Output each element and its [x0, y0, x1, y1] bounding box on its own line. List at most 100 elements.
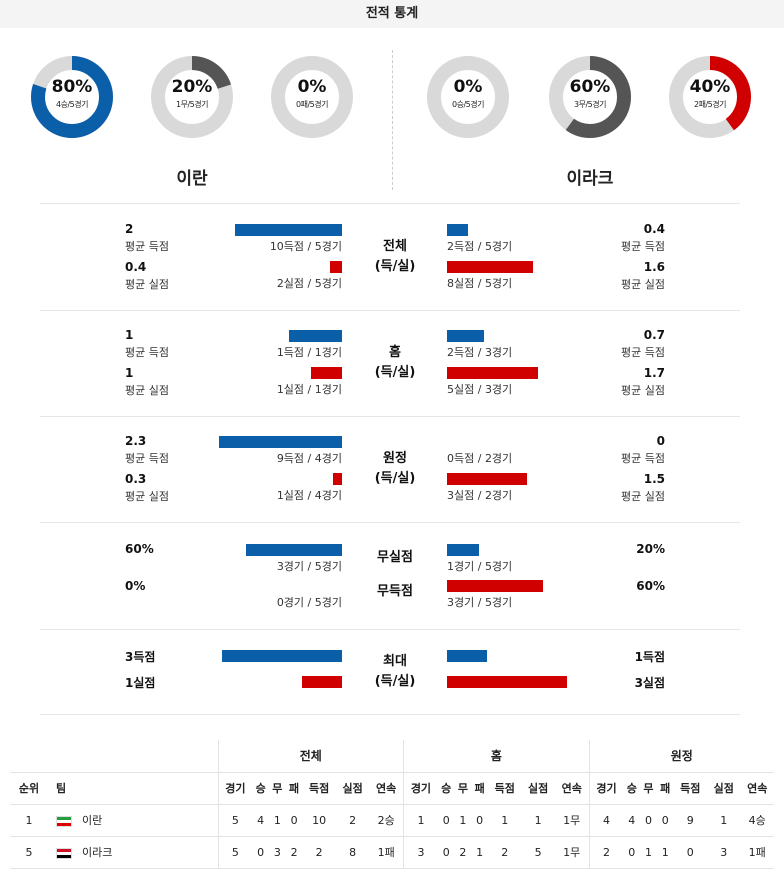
away-avg-goals: 0 — [656, 434, 665, 448]
away-no-goal-bar — [447, 580, 543, 592]
away-max-goals: 1득점 — [634, 650, 665, 664]
donut-percent: 20% — [171, 77, 213, 97]
stat-cell: 4 — [252, 804, 269, 837]
away-avg-conceded: 1.7 — [643, 366, 665, 380]
stat-cell: 9 — [673, 804, 707, 837]
home-conceded-bar — [310, 367, 342, 379]
iran-flag-icon — [56, 815, 72, 827]
home-max-goals: 3득점 — [125, 650, 156, 664]
column-header: 연속 — [740, 772, 774, 805]
table-row: 5 이라크 5 0 3 2 2 8 1패 3 0 2 1 2 5 1무 2 0 1 1 0 3 1패 — [10, 836, 774, 869]
section-divider — [40, 522, 740, 523]
section-divider — [40, 310, 740, 311]
donut-arc — [151, 56, 233, 138]
donut-track — [427, 56, 509, 138]
column-header: 실점 — [521, 772, 555, 805]
iraq-flag-icon — [56, 847, 72, 859]
donut-track — [271, 56, 353, 138]
group-header-away: 원정 — [588, 740, 774, 773]
max-sublabel: (득/실) — [374, 674, 416, 689]
stat-cell: 1 — [521, 804, 555, 837]
stat-cell: 1패 — [740, 836, 774, 869]
column-header: 승 — [623, 772, 641, 805]
team-link-iran[interactable]: 이란 — [48, 804, 218, 837]
clean-sheet-label: 무실점 — [377, 550, 413, 565]
away-avg-conceded: 1.6 — [643, 260, 665, 274]
team-link-iraq[interactable]: 이라크 — [48, 836, 218, 869]
away-goals-caption: 2득점 / 3경기 — [447, 346, 513, 359]
donut-percent: 0% — [297, 77, 327, 97]
away-max-conceded-bar — [447, 676, 567, 688]
home-goals-caption: 9득점 / 4경기 — [276, 452, 342, 465]
away-conceded-caption: 5실점 / 3경기 — [447, 383, 513, 396]
away-goals-caption: 2득점 / 5경기 — [447, 240, 513, 253]
column-header: 패 — [471, 772, 488, 805]
away-no-goal-caption: 3경기 / 5경기 — [447, 596, 513, 609]
donut-ring — [427, 56, 509, 138]
away-goals-caption: 0득점 / 2경기 — [447, 452, 513, 465]
home-avg-goals-label: 평균 득점 — [125, 346, 169, 359]
away-goals-bar — [447, 224, 469, 236]
home-goals-bar — [235, 224, 342, 236]
away-max-goals-bar — [447, 650, 487, 662]
home-goals-bar — [288, 330, 342, 342]
rank-header: 순위 — [10, 772, 48, 805]
home-goals-caption: 10득점 / 5경기 — [269, 240, 342, 253]
away-conceded-bar — [447, 367, 538, 379]
stat-cell: 2 — [487, 836, 522, 869]
donut-ring — [151, 56, 233, 138]
away-team-name: 이라크 — [566, 169, 614, 189]
team-cell-label: 이란 — [82, 814, 103, 827]
away-avg-conceded-label: 평균 실점 — [621, 384, 665, 397]
section-label: 전체 — [383, 239, 407, 254]
home-conceded-bar — [329, 261, 342, 273]
away-clean-sheet-pct: 20% — [636, 542, 665, 556]
stat-cell: 5 — [217, 836, 253, 869]
home-no-goal-pct: 0% — [125, 579, 146, 593]
stat-cell: 4 — [588, 804, 624, 837]
home-goals-bar — [219, 436, 342, 448]
section-sublabel: (득/실) — [374, 365, 416, 380]
column-header: 연속 — [554, 772, 590, 805]
divider — [392, 50, 393, 190]
stat-cell: 1 — [403, 804, 438, 837]
home-clean-bar — [246, 544, 342, 556]
section-sublabel: (득/실) — [374, 471, 416, 486]
column-header: 승 — [252, 772, 269, 805]
donut-percent: 60% — [569, 77, 611, 97]
stat-cell: 1 — [640, 836, 657, 869]
away-goals-bar — [447, 330, 485, 342]
donut-arc — [31, 56, 113, 138]
column-header: 연속 — [369, 772, 404, 805]
section-label: 홈 — [389, 345, 401, 360]
home-no-goal-caption: 0경기 / 5경기 — [276, 596, 342, 609]
away-avg-goals: 0.7 — [643, 328, 665, 342]
home-avg-conceded: 1 — [125, 366, 134, 380]
stat-cell: 2 — [285, 836, 303, 869]
stat-cell: 4승 — [740, 804, 774, 837]
stat-cell: 1 — [487, 804, 522, 837]
donut-caption: 4승/5경기 — [56, 100, 88, 109]
column-header: 득점 — [673, 772, 707, 805]
away-avg-goals-label: 평균 득점 — [621, 240, 665, 253]
column-header: 경기 — [403, 772, 438, 805]
stat-cell: 1 — [454, 804, 472, 837]
record-donut: 60% 3무/5경기 — [548, 55, 632, 139]
away-avg-conceded-label: 평균 실점 — [621, 278, 665, 291]
stat-cell: 10 — [302, 804, 336, 837]
record-donut: 80% 4승/5경기 — [30, 55, 114, 139]
column-header: 패 — [656, 772, 674, 805]
home-avg-conceded-label: 평균 실점 — [125, 278, 169, 291]
donut-caption: 0승/5경기 — [452, 100, 484, 109]
stat-cell: 1무 — [554, 836, 590, 869]
column-header: 패 — [285, 772, 303, 805]
donut-ring — [271, 56, 353, 138]
away-no-goal-pct: 60% — [636, 579, 665, 593]
home-max-conceded: 1실점 — [125, 676, 156, 690]
donut-ring — [549, 56, 631, 138]
home-conceded-caption: 2실점 / 5경기 — [276, 277, 342, 290]
column-header: 경기 — [588, 772, 624, 805]
group-header-total: 전체 — [217, 740, 404, 773]
donut-caption: 3무/5경기 — [574, 100, 606, 109]
donut-caption: 0패/5경기 — [296, 100, 328, 109]
